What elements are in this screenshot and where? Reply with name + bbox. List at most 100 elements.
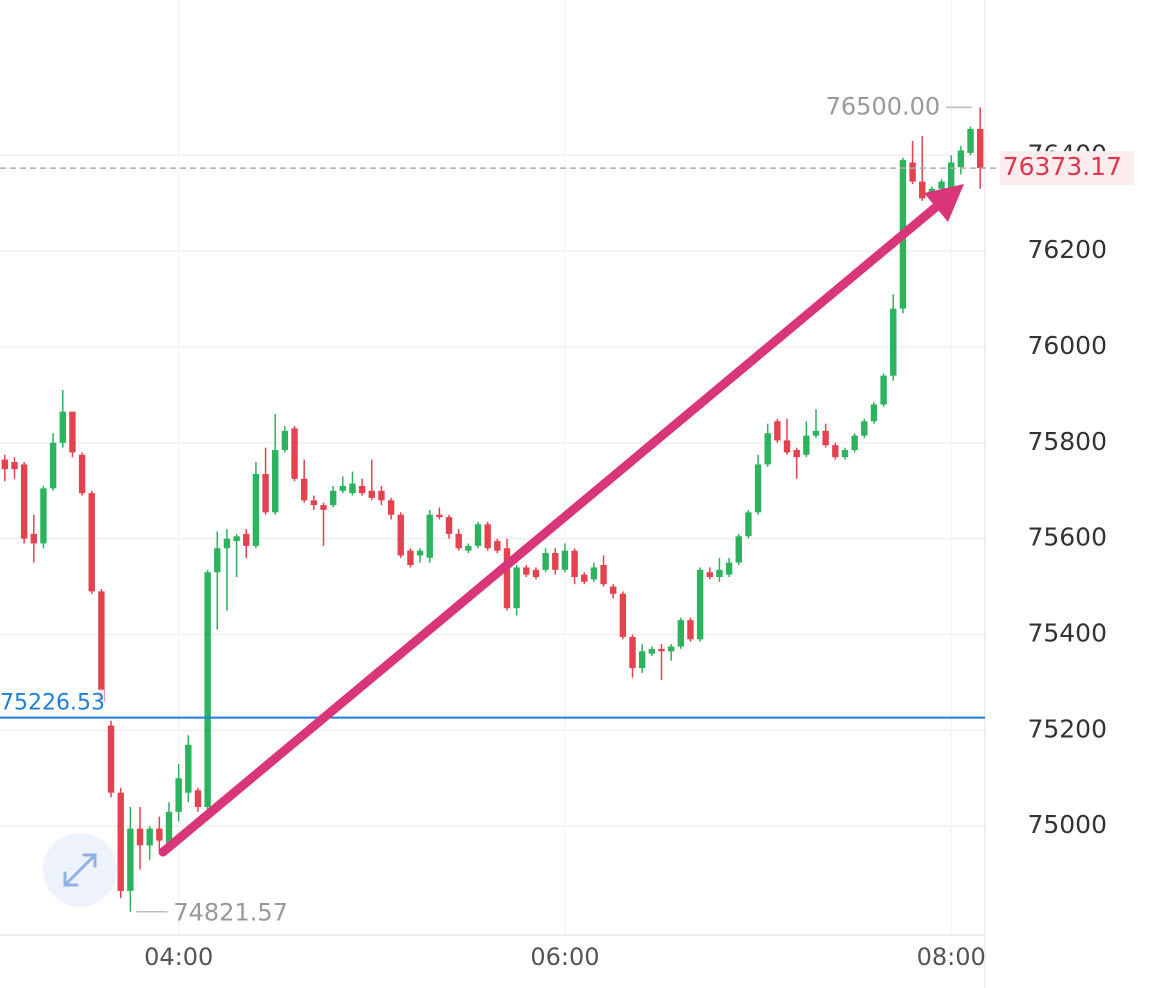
trend-arrow	[158, 184, 964, 857]
axes: 7500075200754007560075800760007620076400…	[8, 139, 1134, 988]
candle-body	[194, 790, 202, 808]
candle-body	[870, 404, 878, 422]
candle-body	[967, 128, 974, 153]
candle-body	[735, 536, 742, 563]
low-marker-label: 74821.57	[173, 899, 288, 927]
candle-body	[629, 636, 636, 669]
candle-body	[919, 181, 926, 199]
x-tick-label: 04:00	[144, 943, 213, 971]
candle-body	[561, 550, 569, 570]
candle-body	[716, 569, 723, 578]
candle-body	[397, 514, 404, 556]
candle-body	[581, 574, 588, 582]
candle-body	[30, 533, 37, 544]
candle-body	[1, 459, 9, 470]
candle-body	[117, 792, 124, 891]
candle-body	[600, 565, 607, 585]
candle-body	[252, 473, 260, 546]
candle-body	[368, 490, 375, 498]
candle-body	[754, 464, 762, 513]
candle-body	[320, 505, 327, 510]
candles	[1, 107, 984, 912]
candle-body	[69, 411, 76, 453]
high-marker-label: 76500.00	[826, 92, 941, 120]
candle-body	[387, 500, 395, 515]
candle-body	[648, 648, 656, 654]
candle-body	[812, 430, 820, 436]
candle-body	[542, 553, 549, 570]
horizontal-line-label-bg	[0, 689, 104, 716]
candle-body	[78, 454, 86, 494]
candle-body	[803, 435, 810, 455]
candle-body	[310, 500, 318, 506]
candle-body	[262, 473, 269, 513]
candle-body	[745, 512, 752, 537]
candle-body	[378, 490, 385, 501]
candle-body	[339, 485, 347, 491]
y-tick-label: 75400	[1027, 619, 1107, 648]
candle-body	[890, 308, 897, 376]
candle-body	[243, 533, 250, 546]
x-tick-label: 08:00	[917, 943, 986, 971]
candle-body	[976, 128, 984, 169]
candle-body	[687, 620, 694, 640]
candle-body	[909, 162, 916, 182]
candle-body	[358, 485, 366, 494]
candle-body	[494, 541, 501, 551]
candle-body	[677, 620, 685, 647]
arrow-shaft	[158, 197, 947, 857]
candle-body	[948, 162, 955, 189]
indicator-item: DEA:100.55	[349, 984, 497, 988]
candle-body	[725, 562, 733, 575]
candle-body	[127, 828, 134, 891]
indicator-item: MACD:15.76	[504, 984, 659, 988]
candle-body	[436, 514, 443, 518]
candle-body	[416, 550, 424, 556]
expand-button[interactable]	[43, 833, 117, 907]
indicator-item: DIF:120.40	[206, 984, 341, 988]
candle-body	[156, 828, 163, 841]
overlay: 75226.53 76500.00 74821.57	[0, 92, 1000, 927]
arrow-head	[924, 184, 964, 222]
y-tick-label: 75800	[1027, 427, 1107, 456]
candle-body	[503, 548, 511, 609]
expand-icon[interactable]	[63, 853, 97, 887]
candle-body	[20, 464, 28, 539]
candle-body	[851, 435, 858, 451]
candle-body	[185, 744, 192, 793]
candle-body	[484, 524, 491, 549]
y-tick-label: 76200	[1027, 235, 1107, 264]
candle-body	[455, 533, 462, 549]
candle-body	[165, 811, 173, 843]
last-price-label: 76373.17	[1003, 152, 1122, 181]
candle-body	[272, 450, 279, 513]
candle-body	[938, 181, 945, 189]
candle-body	[590, 567, 598, 580]
candle-body	[175, 778, 182, 812]
candle-body	[291, 428, 298, 479]
candle-body	[552, 553, 559, 570]
y-tick-label: 76000	[1027, 331, 1107, 360]
candle-body	[523, 567, 530, 575]
candle-body	[619, 593, 627, 637]
candle-body	[880, 375, 887, 405]
candle-body	[793, 450, 800, 458]
candle-body	[706, 572, 713, 578]
candle-body	[329, 490, 337, 506]
candle-body	[59, 411, 66, 443]
candle-body	[696, 569, 704, 640]
candle-body	[223, 538, 231, 549]
candle-body	[136, 828, 144, 846]
candle-body	[407, 550, 414, 566]
y-tick-label: 75000	[1027, 810, 1107, 839]
candle-body	[98, 591, 105, 702]
candle-body	[610, 586, 617, 594]
indicator-name: MACD(12,26,9)	[8, 984, 198, 988]
candle-body	[300, 478, 308, 501]
candle-body	[40, 488, 47, 544]
candle-body	[426, 514, 433, 558]
candle-body	[957, 150, 965, 168]
candle-body	[841, 450, 849, 458]
